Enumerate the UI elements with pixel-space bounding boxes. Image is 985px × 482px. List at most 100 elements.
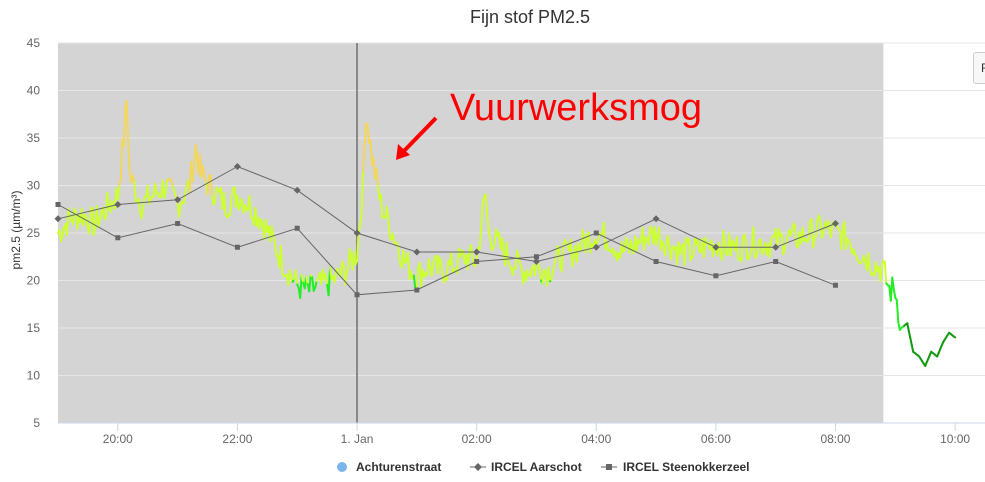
series-achturenstraat-segment: [106, 191, 110, 209]
series-achturenstraat-segment: [744, 239, 749, 261]
series-ircel-aarschot-point: [174, 196, 182, 204]
series-ircel-steenokkerzeel-point: [234, 244, 240, 250]
series-achturenstraat-segment: [879, 265, 883, 283]
series-achturenstraat-segment: [140, 205, 145, 220]
series-achturenstraat-segment: [324, 272, 329, 286]
series-achturenstraat-segment: [380, 193, 384, 219]
series-achturenstraat-segment: [655, 234, 659, 247]
x-tick-label: 22:00: [222, 432, 252, 446]
series-ircel-steenokkerzeel-point: [533, 254, 539, 260]
series-achturenstraat-segment: [794, 224, 798, 247]
series-achturenstraat-segment: [366, 123, 370, 144]
series-achturenstraat-segment: [329, 266, 333, 281]
y-axis-label: pm2.5 (µm/m³): [9, 191, 23, 270]
series-layer: [54, 99, 957, 367]
y-tick-label: 45: [27, 36, 41, 50]
series-achturenstraat-segment: [362, 146, 366, 173]
series-ircel-steenokkerzeel-line: [57, 204, 836, 296]
series-achturenstraat-segment: [344, 271, 348, 286]
series-achturenstraat-segment: [807, 219, 812, 241]
legend-item-ircel-steenokkerzeel[interactable]: IRCEL Steenokkerzeel: [601, 460, 750, 474]
series-achturenstraat-segment: [228, 197, 233, 217]
series-achturenstraat-segment: [723, 241, 728, 256]
series-achturenstraat-segment: [72, 207, 76, 226]
series-achturenstraat-segment: [445, 260, 450, 281]
series-achturenstraat-segment: [907, 329, 912, 339]
y-tick-label: 35: [27, 131, 41, 145]
series-achturenstraat-segment: [602, 221, 607, 250]
series-achturenstraat-segment: [339, 260, 344, 278]
series-achturenstraat-segment: [288, 269, 293, 279]
series-achturenstraat-segment: [356, 233, 360, 263]
series-achturenstraat-segment: [184, 183, 188, 197]
legend: Achturenstraat IRCEL Aarschot IRCEL Stee…: [337, 460, 750, 474]
legend-item-achturenstraat[interactable]: Achturenstraat: [337, 460, 441, 474]
series-achturenstraat-segment: [670, 245, 674, 261]
series-achturenstraat-segment: [471, 255, 475, 267]
series-achturenstraat-segment: [743, 233, 747, 242]
series-achturenstraat-segment: [529, 266, 533, 278]
series-achturenstraat-segment: [209, 173, 213, 197]
series-ircel-steenokkerzeel-point: [115, 235, 121, 241]
series-achturenstraat-segment: [756, 239, 761, 252]
series-achturenstraat-segment: [547, 266, 551, 283]
series-achturenstraat-segment: [66, 208, 70, 237]
series-achturenstraat-segment: [571, 255, 575, 268]
series-achturenstraat-segment: [125, 99, 130, 147]
series-achturenstraat-segment: [353, 250, 357, 266]
series-achturenstraat-segment: [643, 236, 647, 251]
legend-label: Achturenstraat: [356, 460, 441, 474]
series-ircel-aarschot-point: [54, 215, 62, 223]
series-achturenstraat-segment: [230, 187, 234, 200]
series-achturenstraat-segment: [430, 263, 435, 277]
series-achturenstraat-segment: [116, 184, 121, 201]
series-achturenstraat-segment: [61, 226, 65, 237]
series-achturenstraat-segment: [305, 275, 309, 285]
series-achturenstraat-segment: [375, 167, 379, 187]
series-achturenstraat-segment: [178, 204, 182, 218]
y-tick-label: 10: [27, 369, 41, 383]
series-achturenstraat-segment: [867, 252, 871, 272]
series-achturenstraat-segment: [755, 249, 759, 258]
series-ircel-aarschot-point: [233, 163, 241, 170]
legend-marker-circle: [337, 462, 347, 472]
series-ircel-aarschot-point: [831, 220, 839, 227]
chart-menu-button[interactable]: F: [973, 52, 985, 84]
series-achturenstraat-segment: [688, 237, 692, 262]
series-achturenstraat-segment: [402, 249, 406, 264]
series-achturenstraat-segment: [206, 175, 210, 196]
series-achturenstraat-segment: [385, 205, 390, 222]
x-axis: 20:00 22:00 1. Jan 02:00 04:00 06:00 08:00 10:0…: [58, 422, 985, 446]
series-achturenstraat-segment: [164, 178, 169, 194]
series-achturenstraat-segment: [182, 194, 187, 205]
series-achturenstraat-segment: [620, 240, 625, 253]
legend-marker-square: [606, 464, 612, 470]
series-achturenstraat-segment: [768, 239, 773, 258]
series-achturenstraat-segment: [214, 186, 218, 204]
series-ircel-aarschot-point: [532, 258, 540, 265]
series-achturenstraat-segment: [85, 216, 89, 230]
series-achturenstraat-segment: [369, 139, 373, 167]
series-achturenstraat-segment: [892, 288, 897, 299]
x-tick-label: 10:00: [940, 432, 970, 446]
series-achturenstraat-segment: [827, 219, 831, 230]
series-achturenstraat-segment: [759, 238, 764, 256]
series-achturenstraat-segment: [97, 217, 101, 229]
series-achturenstraat-segment: [845, 237, 849, 250]
series-ircel-steenokkerzeel-point: [354, 292, 360, 298]
series-ircel-steenokkerzeel-point: [294, 225, 300, 231]
series-achturenstraat-segment: [397, 251, 402, 267]
y-tick-label: 30: [27, 179, 41, 193]
series-achturenstraat-segment: [815, 219, 819, 238]
series-achturenstraat-segment: [406, 251, 411, 280]
y-tick-label: 15: [27, 321, 41, 335]
series-achturenstraat-segment: [484, 193, 489, 215]
series-achturenstraat-segment: [333, 269, 338, 284]
series-achturenstraat-segment: [812, 236, 816, 249]
series-ircel-aarschot-point: [353, 229, 361, 237]
series-achturenstraat-segment: [702, 236, 707, 259]
series-achturenstraat-segment: [363, 122, 367, 149]
legend-item-ircel-aarschot[interactable]: IRCEL Aarschot: [470, 460, 582, 474]
series-achturenstraat-segment: [133, 181, 137, 203]
series-achturenstraat-segment: [415, 266, 420, 289]
